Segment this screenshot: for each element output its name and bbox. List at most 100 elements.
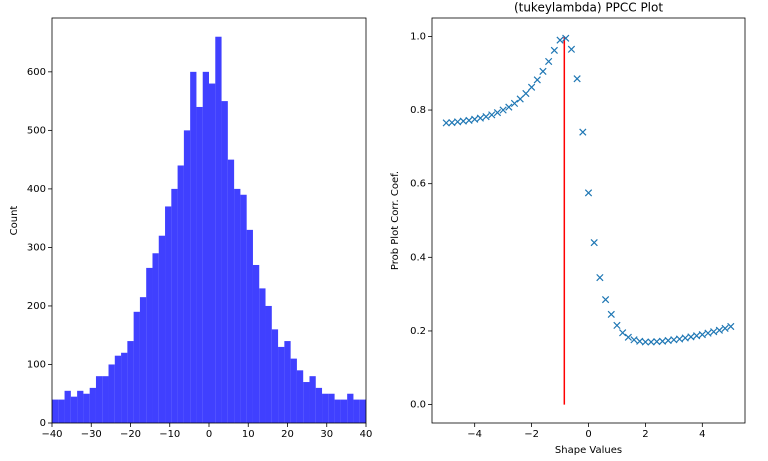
point: [442, 119, 450, 127]
x-tick-label: 2: [642, 429, 648, 440]
point: [499, 106, 507, 114]
y-tick-label: 600: [27, 67, 46, 78]
point: [619, 329, 627, 337]
point: [607, 310, 615, 319]
bar: [77, 390, 84, 423]
point: [510, 99, 519, 108]
bar: [70, 396, 78, 423]
point: [704, 329, 712, 337]
point: [675, 335, 684, 343]
bar: [259, 288, 266, 423]
y-tick-label: 0.0: [410, 400, 426, 411]
x-tick-label: 40: [360, 429, 373, 440]
point: [693, 332, 701, 340]
bar: [227, 159, 235, 424]
point: [670, 336, 678, 344]
x-tick-label: 0: [585, 429, 591, 440]
point: [624, 333, 632, 341]
y-tick-label: 400: [27, 184, 46, 195]
point: [533, 76, 541, 84]
point: [459, 117, 467, 125]
point: [653, 338, 661, 346]
x-axis-label: Shape Values: [555, 445, 622, 456]
point: [493, 108, 502, 117]
point: [471, 115, 479, 123]
point: [636, 337, 644, 345]
point: [601, 296, 610, 304]
x-tick-label: 10: [242, 429, 255, 440]
x-tick-label: −4: [467, 429, 482, 440]
bar: [121, 352, 128, 423]
y-tick-label: 100: [27, 359, 46, 370]
point: [727, 322, 735, 331]
x-tick-label: 4: [699, 429, 705, 440]
point: [721, 324, 729, 333]
bar: [202, 71, 209, 423]
point: [505, 103, 513, 111]
bar: [108, 364, 115, 423]
y-axis-label: Count: [9, 206, 20, 236]
y-tick-label: 0: [40, 418, 46, 429]
bar: [284, 341, 291, 423]
y-tick-label: 0.4: [410, 252, 426, 263]
bar: [95, 376, 103, 423]
bar: [296, 370, 304, 423]
point: [465, 116, 473, 124]
point: [647, 338, 655, 346]
point: [562, 34, 570, 42]
bar: [353, 399, 360, 423]
x-tick-label: −40: [41, 429, 62, 440]
point: [658, 337, 667, 345]
point: [545, 57, 553, 66]
x-tick-label: 30: [320, 429, 333, 440]
bar: [340, 399, 348, 423]
point: [556, 36, 564, 44]
bar: [328, 393, 335, 423]
bar: [102, 376, 109, 423]
bar: [183, 130, 191, 424]
y-tick-label: 200: [27, 301, 46, 312]
bar: [246, 229, 253, 423]
bar: [252, 264, 260, 423]
bar: [146, 267, 153, 423]
bar: [196, 106, 203, 423]
bar: [139, 297, 147, 423]
x-tick-label: 0: [206, 429, 212, 440]
bar: [127, 341, 134, 423]
point: [488, 111, 496, 119]
y-tick-label: 0.2: [410, 326, 426, 337]
y-tick-label: 500: [27, 125, 46, 136]
point: [516, 95, 524, 103]
point: [482, 113, 490, 121]
point: [522, 89, 530, 98]
point: [584, 189, 593, 197]
bar: [52, 399, 59, 423]
bar: [315, 387, 323, 423]
point: [579, 128, 587, 136]
point: [613, 321, 621, 330]
y-axis-label: Prob Plot Corr. Coef.: [390, 171, 401, 270]
bar: [89, 387, 96, 423]
bar: [83, 393, 90, 423]
bar: [303, 382, 310, 423]
point: [448, 118, 456, 127]
bar: [334, 399, 341, 423]
point: [710, 328, 718, 336]
bar: [171, 188, 178, 423]
point: [527, 83, 536, 91]
x-tick-label: −2: [524, 429, 539, 440]
x-tick-label: −10: [159, 429, 180, 440]
axes-frame: [431, 17, 746, 424]
bar: [58, 399, 65, 423]
bar: [64, 390, 71, 423]
y-tick-label: 0.8: [410, 105, 426, 116]
point: [539, 67, 547, 76]
x-tick-label: −20: [120, 429, 141, 440]
point: [698, 331, 706, 339]
point: [630, 336, 638, 344]
bar: [359, 399, 366, 423]
point: [681, 334, 689, 342]
bar: [347, 393, 354, 423]
point: [687, 333, 695, 341]
